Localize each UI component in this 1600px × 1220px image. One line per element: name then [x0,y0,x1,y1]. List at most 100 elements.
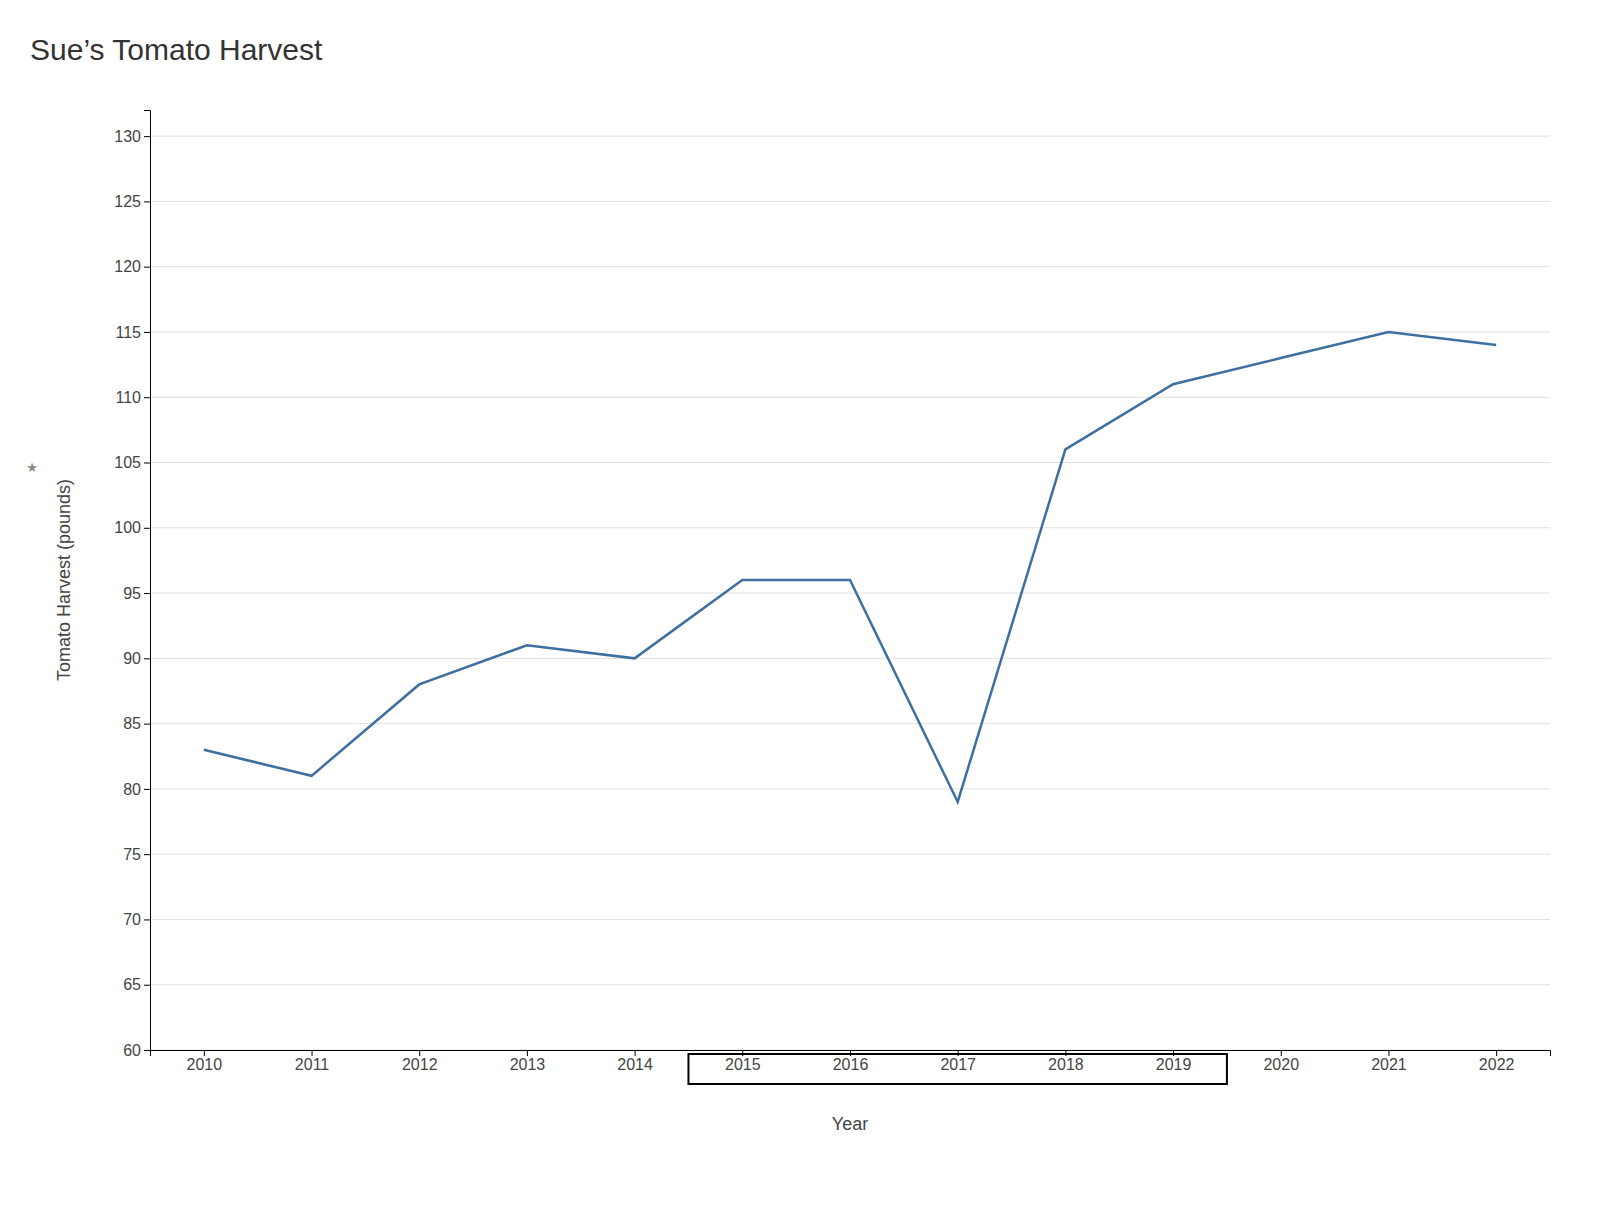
axis-line [144,111,151,1051]
tick-mark [144,658,150,659]
tick-label: 75 [123,846,141,863]
tick-mark [144,397,150,398]
highlight-box [688,1054,1226,1084]
grid-line [150,201,1550,202]
tick-label: 2018 [1048,1056,1084,1073]
tick-label: 110 [115,389,141,406]
tick-label: 2016 [833,1056,869,1073]
tick: 2022 [1479,1050,1515,1073]
tick: 2010 [187,1050,223,1073]
tick-mark [527,1050,528,1056]
tick-label: 2020 [1263,1056,1299,1073]
tick: 125 [114,193,150,210]
tick-mark [144,854,150,855]
tick-label: 100 [114,519,141,536]
chart: 2010 2011 2012 2013 2014 2015 2016 2017 2018 2019… [0,0,1600,1220]
tick-mark [144,789,150,790]
tick-mark [144,463,150,464]
tick-mark [144,985,150,986]
tick: 120 [114,258,150,275]
grid-line [150,854,1550,855]
tick-mark [144,1050,150,1051]
tick-label: 90 [123,650,141,667]
grid-line [150,331,1550,332]
grid-line [150,266,1550,267]
grid [150,136,1550,1050]
tick: 130 [114,128,150,145]
tick-label: 2012 [402,1056,438,1073]
annotation: ★ [26,460,38,475]
tick-label: 120 [114,258,141,275]
grid-line [150,658,1550,659]
tick: 100 [114,519,150,536]
grid-line [150,462,1550,463]
tick: 90 [123,650,150,667]
tick: 2013 [510,1050,546,1073]
y-axis: 60 65 70 75 80 85 90 95 100 105 110 115 120 125 130 [114,111,150,1059]
tick: 65 [123,976,150,993]
grid-line [150,136,1550,137]
tick-label: 115 [115,324,141,341]
tick-mark [1388,1050,1389,1056]
tick: 115 [115,324,150,341]
tick-label: 85 [123,715,141,732]
tick: 110 [115,389,150,406]
tick-mark [1281,1050,1282,1056]
tick: 105 [114,454,150,471]
tick-label: 130 [114,128,141,145]
x-axis-title: Year [832,1114,868,1134]
grid-line [150,397,1550,398]
tick-label: 60 [123,1042,141,1059]
tick-label: 2017 [940,1056,976,1073]
tick-mark [144,136,150,137]
tick: 2021 [1371,1050,1407,1073]
plot: 2010 2011 2012 2013 2014 2015 2016 2017 2018 2019… [114,111,1550,1085]
tick-mark [144,919,150,920]
grid-line [150,723,1550,724]
tick-mark [144,201,150,202]
tick-mark [419,1050,420,1056]
tick-label: 125 [114,193,141,210]
tick-mark [144,267,150,268]
tick: 70 [123,911,150,928]
tick-mark [144,332,150,333]
grid-line [150,527,1550,528]
tick-mark [144,593,150,594]
marks [204,332,1496,802]
tick: 85 [123,715,150,732]
tick-label: 2015 [725,1056,761,1073]
tick: 2020 [1263,1050,1299,1073]
grid-line [150,919,1550,920]
tick-mark [144,528,150,529]
tick-label: 2013 [510,1056,546,1073]
tick-label: 2019 [1156,1056,1192,1073]
tick-mark [204,1050,205,1056]
tick: 2014 [617,1050,653,1073]
line [204,332,1496,802]
tick-label: 2021 [1371,1056,1407,1073]
grid-line [150,984,1550,985]
tick-mark [635,1050,636,1056]
tick: 60 [123,1042,150,1059]
tick-label: 80 [123,781,141,798]
grid-line [150,788,1550,789]
tick-label: 95 [123,585,141,602]
tick-mark [1496,1050,1497,1056]
tick-label: 2010 [187,1056,223,1073]
tick-label: 2022 [1479,1056,1515,1073]
tick-label: 2011 [295,1056,330,1073]
tick-label: 70 [123,911,141,928]
tick-mark [312,1050,313,1056]
tick: 75 [123,846,150,863]
tick-label: 2014 [617,1056,653,1073]
tick-label: 105 [114,454,141,471]
grid-line [150,593,1550,594]
tick: 95 [123,585,150,602]
tick: 80 [123,781,150,798]
tick: 2011 [295,1050,330,1073]
tick-label: 65 [123,976,141,993]
tick-mark [144,724,150,725]
y-axis-title: Tomato Harvest (pounds) [54,479,74,681]
tick: 2012 [402,1050,438,1073]
title: Sue’s Tomato Harvest [30,33,323,66]
